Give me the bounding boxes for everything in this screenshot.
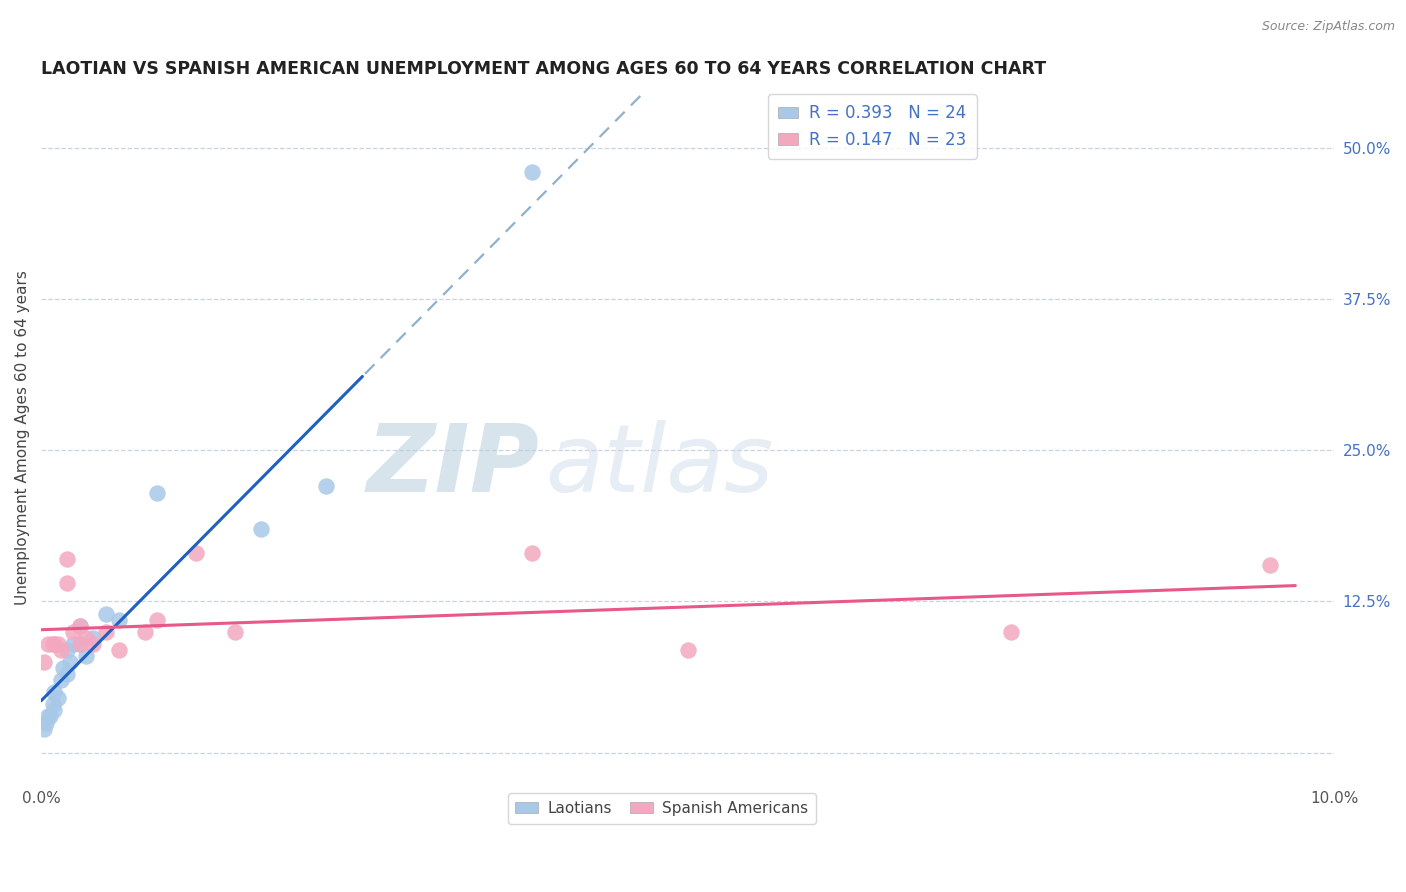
Point (94, 607, 117, 621)
Point (82, 637, 104, 651)
Point (42, 637, 65, 651)
Point (37, 709, 59, 723)
Point (56, 643, 79, 657)
Point (32, 655, 55, 669)
Point (46, 691, 69, 706)
Point (49, 643, 72, 657)
Point (39, 709, 62, 723)
Point (82, 631, 104, 645)
Point (75, 648, 97, 663)
Point (69, 618, 91, 632)
Point (107, 613, 129, 627)
Point (56, 576, 79, 591)
Point (42, 703, 65, 717)
Text: LAOTIAN VS SPANISH AMERICAN UNEMPLOYMENT AMONG AGES 60 TO 64 YEARS CORRELATION C: LAOTIAN VS SPANISH AMERICAN UNEMPLOYMENT… (41, 60, 1046, 78)
Legend: Laotians, Spanish Americans: Laotians, Spanish Americans (508, 793, 815, 823)
Point (69, 637, 91, 651)
Point (250, 522, 273, 536)
Point (315, 479, 337, 493)
Point (676, 643, 699, 657)
Point (1258, 558, 1281, 573)
Text: Source: ZipAtlas.com: Source: ZipAtlas.com (1261, 20, 1395, 33)
Point (56, 552, 79, 566)
Point (42, 698, 65, 712)
Point (522, 546, 544, 560)
Point (42, 637, 65, 651)
Point (32, 722, 55, 736)
Point (107, 643, 129, 657)
Point (52, 661, 75, 675)
Point (49, 673, 72, 687)
Point (75, 631, 97, 645)
Point (522, 165, 544, 179)
Text: ZIP: ZIP (366, 419, 538, 512)
Point (42, 685, 65, 699)
Y-axis label: Unemployment Among Ages 60 to 64 years: Unemployment Among Ages 60 to 64 years (15, 270, 30, 606)
Point (46, 637, 69, 651)
Point (1000, 624, 1022, 639)
Point (35, 715, 58, 730)
Point (58, 655, 80, 669)
Text: atlas: atlas (546, 420, 773, 511)
Point (224, 624, 246, 639)
Point (56, 667, 79, 681)
Point (37, 637, 59, 651)
Point (94, 624, 117, 639)
Point (146, 613, 169, 627)
Point (186, 546, 208, 560)
Point (69, 618, 91, 632)
Point (69, 637, 91, 651)
Point (62, 624, 84, 639)
Point (62, 637, 84, 651)
Point (134, 624, 156, 639)
Point (146, 485, 169, 500)
